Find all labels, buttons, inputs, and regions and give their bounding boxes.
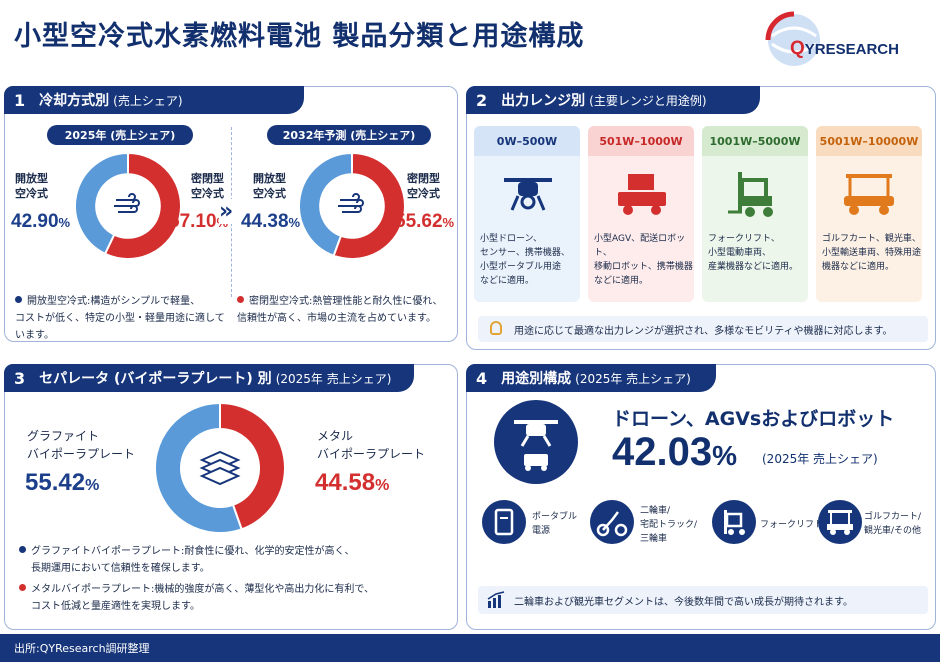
logo-wordmark: QYRESEARCH: [790, 38, 899, 59]
golf-cart-icon: [844, 174, 894, 215]
panel-separator: 3 セパレータ (バイポーラプレート) 別 (2025年 売上シェア) グラファイト…: [4, 364, 458, 630]
note-closed: 密閉型空冷式:熱管理性能と耐久性に優れ、 信頼性が高く、市場の主流を占めています。: [237, 296, 443, 324]
application-year-note: (2025年 売上シェア): [762, 452, 878, 466]
qyr-logo: QYRESEARCH: [764, 8, 934, 74]
footer-source: 出所:QYResearch調研整理: [0, 634, 940, 662]
value-closed-2032: 55.62%: [395, 211, 455, 232]
forklift-icon: [728, 172, 773, 217]
donut-chart-2025: [74, 151, 182, 260]
donut-slice-0: [298, 151, 353, 258]
donut-slice-1: [332, 151, 406, 260]
note-graphite: グラファイトバイポーラプレート:耐食性に優れ、化学的安定性が高く、 長期運用におい…: [19, 543, 449, 577]
pill-2025: 2025年 (売上シェア): [47, 125, 193, 145]
arrow-icon: »: [219, 199, 234, 224]
application-tip: 二輪車および観光車セグメントは、今後数年間で高い成長が期待されます。: [478, 586, 928, 614]
airflow-icon: [338, 193, 364, 213]
donut-chart-2032: [298, 151, 406, 260]
card-1001-5000w: 1001W–5000W フォークリフト、 小型電動車両、 産業機器などに適用。: [702, 126, 808, 302]
app-label-forklift: フォークリフト: [760, 520, 824, 530]
donut-slice-1: [103, 151, 182, 260]
label-closed-2025: 密閉型 空冷式: [191, 172, 224, 200]
value-open-2032: 44.38%: [241, 211, 301, 232]
airflow-icon: [114, 193, 140, 213]
growth-chart-icon: [487, 591, 505, 608]
stacked-plates-icon: [199, 450, 241, 486]
donut-slice-1: [219, 401, 286, 531]
value-graphite: 55.42%: [25, 469, 100, 496]
label-closed-2032: 密閉型 空冷式: [407, 172, 440, 200]
application-big-value: 42.03%: [612, 430, 738, 474]
card-0-500w: 0W–500W 小型ドローン、 センサー、携帯機器、 小型ポータブル用途 などに適用。: [474, 126, 580, 302]
drone-agv-icon: [494, 400, 578, 484]
panel-power-header: 2 出力レンジ別 (主要レンジと用途例): [466, 86, 760, 114]
panel-cooling-header: 1 冷却方式別 (売上シェア): [4, 86, 304, 114]
value-metal: 44.58%: [315, 469, 390, 496]
panel-cooling: 1 冷却方式別 (売上シェア) 2025年 (売上シェア) 2032年予測 (売上シ…: [4, 86, 458, 342]
portable-power-icon: [482, 500, 526, 544]
panel-separator-header: 3 セパレータ (バイポーラプレート) 別 (2025年 売上シェア): [4, 364, 414, 392]
application-headline: ドローン、AGVsおよびロボット: [612, 408, 895, 430]
app-label-portable: ポータブル 電源: [532, 512, 578, 536]
label-metal: メタル バイポーラプレート: [317, 429, 426, 461]
card-501-1000w: 501W–1000W 小型AGV、配送ロボット、 移動ロボット、携帯機器 などに適用…: [588, 126, 694, 302]
value-open-2025: 42.90%: [11, 211, 71, 232]
label-open-2032: 開放型 空冷式: [253, 172, 286, 200]
donut-slice-0: [154, 401, 243, 534]
golf-cart-app-icon: [818, 500, 862, 544]
note-open: 開放型空冷式:構造がシンプルで軽量、 コストが低く、特定の小型・軽量用途に適してい…: [15, 296, 225, 341]
donut-slice-0: [74, 151, 129, 256]
label-open-2025: 開放型 空冷式: [15, 172, 48, 200]
donut-chart-separator: [154, 401, 286, 534]
globe-icon: [765, 11, 820, 66]
label-graphite: グラファイト バイポーラプレート: [27, 429, 136, 461]
pill-2032: 2032年予測 (売上シェア): [267, 125, 431, 145]
card-5001-10000w: 5001W–10000W ゴルフカート、観光車、 小型輸送車両、特殊用途 機器などに…: [816, 126, 922, 302]
lightbulb-icon: [490, 321, 502, 335]
app-label-two-wheeler: 二輪車/宅配トラック/三輪車: [640, 506, 698, 544]
scooter-icon: [590, 500, 634, 544]
agv-icon: [618, 174, 666, 215]
app-label-golf-cart: ゴルフカート/観光車/その他: [864, 512, 922, 536]
forklift-app-icon: [712, 500, 756, 544]
page-title: 小型空冷式水素燃料電池 製品分類と用途構成: [14, 21, 585, 52]
panel-application-header: 4 用途別構成 (2025年 売上シェア): [466, 364, 716, 392]
drone-icon: [504, 178, 552, 211]
power-tip: 用途に応じて最適な出力レンジが選択され、多様なモビリティや機器に対応します。: [478, 316, 928, 342]
note-metal: メタルバイポーラプレート:機械的強度が高く、薄型化や高出力化に有利で、 コスト低減…: [19, 581, 449, 615]
